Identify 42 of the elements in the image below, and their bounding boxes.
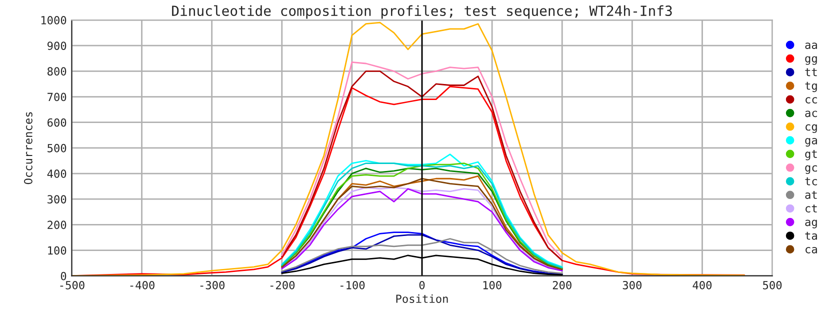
line-series (72, 22, 745, 276)
x-tick-label: 500 (763, 280, 782, 290)
y-tick-label: 200 (48, 220, 66, 230)
x-axis-title: Position (396, 294, 448, 303)
y-tick-label: 800 (48, 67, 66, 76)
x-tick-label: -400 (130, 280, 154, 290)
x-tick-label: 300 (622, 280, 642, 290)
legend-label: cg (806, 124, 817, 133)
y-tick-label: 600 (48, 118, 66, 127)
legend-label: tt (805, 68, 817, 76)
x-tick-label: -100 (340, 280, 365, 290)
legend-label: ca (806, 246, 817, 254)
legend-label: gg (805, 56, 817, 65)
x-tick-label: 100 (483, 280, 502, 290)
y-tick-label: 700 (48, 92, 66, 102)
x-tick-label: -300 (200, 280, 224, 290)
legend-label: tg (805, 82, 817, 92)
legend-label: gc (805, 165, 817, 174)
legend-label: ga (805, 138, 817, 147)
chart-title: Dinucleotide composition profiles; test sequence; WT24h-Inf3 (172, 5, 672, 19)
y-tick-label: 1000 (41, 16, 66, 24)
y-tick-label: 300 (48, 195, 66, 204)
y-axis-title: Occurrences (24, 112, 32, 184)
legend-label: ct (806, 204, 817, 213)
y-tick-label: 500 (48, 144, 66, 152)
legend-label: gt (805, 150, 817, 160)
legend-label: ag (805, 220, 817, 228)
legend-label: tc (805, 177, 817, 186)
x-tick-label: -200 (270, 280, 295, 290)
y-tick-label: 400 (47, 170, 66, 178)
x-tick-label: 200 (552, 280, 572, 290)
y-tick-label: 0 (60, 272, 66, 280)
legend-label: ac (805, 110, 817, 118)
y-tick-label: 100 (48, 246, 66, 255)
legend-label: ta (805, 232, 817, 240)
legend-label: aa (805, 42, 817, 49)
x-tick-label: -500 (60, 280, 84, 290)
x-tick-label: 0 (419, 280, 425, 290)
legend-label: at (805, 190, 817, 199)
legend-label: cc (806, 97, 817, 104)
y-tick-label: 900 (47, 42, 66, 50)
x-tick-label: 400 (692, 280, 712, 290)
